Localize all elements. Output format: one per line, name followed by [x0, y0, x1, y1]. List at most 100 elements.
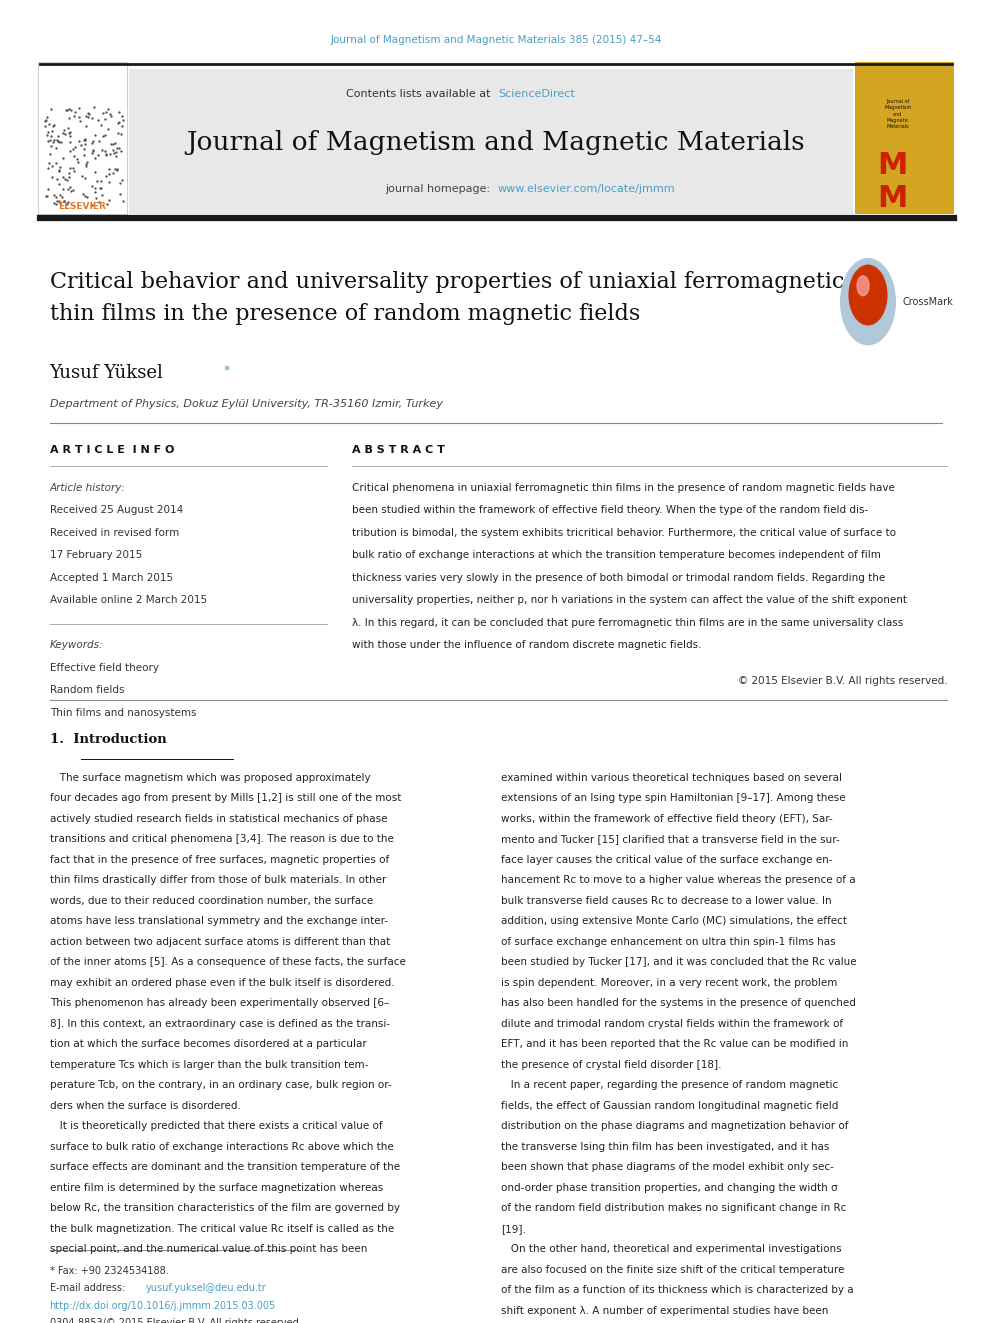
Point [47, 130, 62, 151]
Text: Available online 2 March 2015: Available online 2 March 2015 [50, 595, 206, 606]
Text: actively studied research fields in statistical mechanics of phase: actively studied research fields in stat… [50, 814, 387, 824]
Point [101, 189, 117, 210]
Text: [19].: [19]. [501, 1224, 526, 1234]
Point [111, 101, 127, 122]
Point [41, 153, 57, 175]
Point [79, 187, 95, 208]
Text: Yusuf Yüksel: Yusuf Yüksel [50, 364, 164, 382]
Point [108, 146, 124, 167]
Text: fields, the effect of Gaussian random longitudinal magnetic field: fields, the effect of Gaussian random lo… [501, 1101, 838, 1111]
Point [76, 134, 92, 155]
Point [49, 193, 64, 214]
Text: Critical behavior and universality properties of uniaxial ferromagnetic
thin fil: Critical behavior and universality prope… [50, 271, 844, 325]
Point [77, 130, 93, 151]
Text: λ. In this regard, it can be concluded that pure ferromagnetic thin films are in: λ. In this regard, it can be concluded t… [352, 618, 904, 628]
Point [52, 161, 67, 183]
Point [60, 99, 75, 120]
Point [69, 148, 85, 169]
Text: below Rc, the transition characteristics of the film are governed by: below Rc, the transition characteristics… [50, 1204, 400, 1213]
Text: ders when the surface is disordered.: ders when the surface is disordered. [50, 1101, 240, 1111]
Point [46, 185, 62, 206]
Text: the bulk magnetization. The critical value Rc itself is called as the: the bulk magnetization. The critical val… [50, 1224, 394, 1234]
Point [67, 136, 83, 157]
Point [109, 138, 125, 159]
Point [52, 160, 67, 181]
Point [62, 157, 77, 179]
Point [77, 185, 93, 206]
Point [45, 120, 61, 142]
Point [61, 167, 76, 188]
Point [76, 144, 92, 165]
Text: fact that in the presence of free surfaces, magnetic properties of: fact that in the presence of free surfac… [50, 855, 389, 865]
Text: the presence of crystal field disorder [18].: the presence of crystal field disorder [… [501, 1060, 721, 1070]
Point [84, 175, 100, 196]
Point [81, 105, 97, 126]
Text: www.elsevier.com/locate/jmmm: www.elsevier.com/locate/jmmm [498, 184, 676, 194]
Point [56, 119, 71, 140]
Text: CrossMark: CrossMark [903, 296, 953, 307]
Text: E-mail address:: E-mail address: [50, 1283, 128, 1294]
Point [70, 130, 86, 151]
Text: It is theoretically predicted that there exists a critical value of: It is theoretically predicted that there… [50, 1122, 382, 1131]
Text: Journal of Magnetism and Magnetic Materials 385 (2015) 47–54: Journal of Magnetism and Magnetic Materi… [330, 34, 662, 45]
Point [102, 103, 118, 124]
Text: surface effects are dominant and the transition temperature of the: surface effects are dominant and the tra… [50, 1163, 400, 1172]
Text: transitions and critical phenomena [3,4]. The reason is due to the: transitions and critical phenomena [3,4]… [50, 835, 394, 844]
Text: thickness varies very slowly in the presence of both bimodal or trimodal random : thickness varies very slowly in the pres… [352, 573, 886, 583]
Point [78, 115, 94, 136]
Point [101, 171, 117, 192]
Text: Received 25 August 2014: Received 25 August 2014 [50, 505, 183, 516]
Point [78, 153, 94, 175]
Point [83, 194, 99, 216]
Point [62, 131, 78, 152]
Point [41, 131, 57, 152]
Point [65, 179, 81, 200]
Point [77, 128, 93, 149]
Text: may exhibit an ordered phase even if the bulk itself is disordered.: may exhibit an ordered phase even if the… [50, 978, 394, 988]
Point [111, 138, 127, 159]
Point [38, 115, 54, 136]
Text: of the inner atoms [5]. As a consequence of these facts, the surface: of the inner atoms [5]. As a consequence… [50, 958, 406, 967]
Point [65, 138, 81, 159]
Point [105, 163, 121, 184]
Point [101, 159, 117, 180]
Point [38, 110, 54, 131]
Text: yusuf.yuksel@deu.edu.tr: yusuf.yuksel@deu.edu.tr [146, 1283, 267, 1294]
Point [115, 110, 131, 131]
Point [66, 160, 82, 181]
Point [43, 126, 59, 147]
Point [80, 106, 96, 127]
Text: the transverse Ising thin film has been investigated, and it has: the transverse Ising thin film has been … [501, 1142, 829, 1152]
Point [43, 136, 59, 157]
Point [94, 185, 110, 206]
Point [112, 172, 128, 193]
Point [110, 112, 126, 134]
Point [72, 135, 88, 156]
Point [44, 155, 60, 176]
Text: temperature Tcs which is larger than the bulk transition tem-: temperature Tcs which is larger than the… [50, 1060, 368, 1070]
Text: 1.  Introduction: 1. Introduction [50, 733, 167, 746]
Point [59, 193, 74, 214]
Text: atoms have less translational symmetry and the exchange inter-: atoms have less translational symmetry a… [50, 917, 388, 926]
Point [85, 131, 101, 152]
Text: Article history:: Article history: [50, 483, 125, 493]
FancyBboxPatch shape [855, 62, 954, 214]
Point [86, 97, 102, 118]
Point [62, 120, 78, 142]
Point [65, 157, 81, 179]
Point [98, 102, 114, 123]
Point [93, 114, 109, 135]
Point [39, 124, 55, 146]
Text: A R T I C L E  I N F O: A R T I C L E I N F O [50, 445, 174, 455]
Text: ELSEVIER: ELSEVIER [59, 202, 106, 210]
Point [53, 156, 68, 177]
Point [61, 123, 76, 144]
Text: thin films drastically differ from those of bulk materials. In other: thin films drastically differ from those… [50, 876, 386, 885]
Point [62, 107, 77, 128]
Text: http://dx.doi.org/10.1016/j.jmmm.2015.03.005: http://dx.doi.org/10.1016/j.jmmm.2015.03… [50, 1301, 276, 1311]
Text: with those under the influence of random discrete magnetic fields.: with those under the influence of random… [352, 640, 701, 651]
Point [112, 183, 128, 204]
Ellipse shape [857, 277, 869, 295]
Point [97, 108, 113, 130]
Text: surface to bulk ratio of exchange interactions Rc above which the: surface to bulk ratio of exchange intera… [50, 1142, 394, 1152]
